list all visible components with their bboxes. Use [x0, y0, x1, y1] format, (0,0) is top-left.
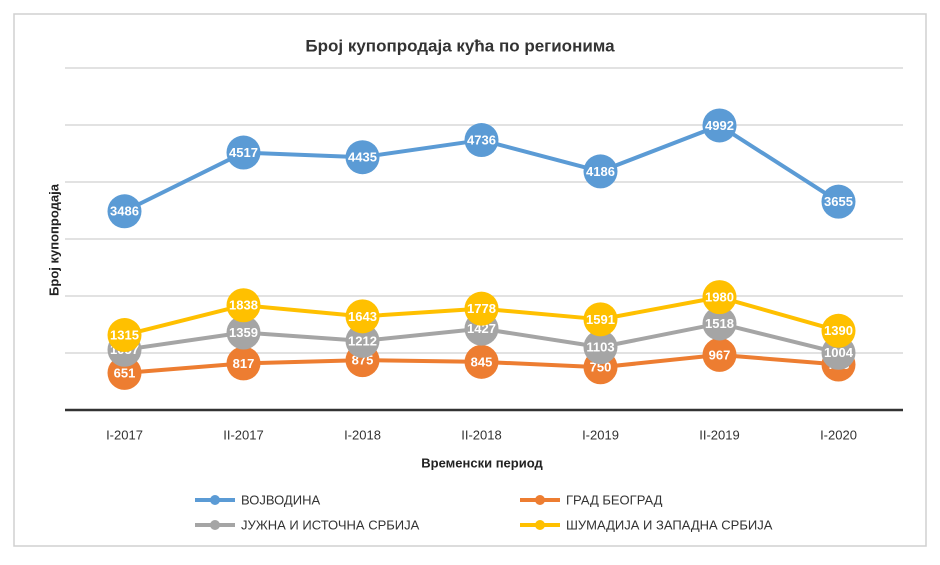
data-point	[226, 346, 261, 381]
x-tick-label: I-2017	[106, 427, 143, 442]
legend-label: ГРАД БЕОГРАД	[566, 492, 663, 507]
data-point	[464, 344, 499, 379]
data-label: 967	[709, 347, 731, 362]
x-tick-label: I-2020	[820, 427, 857, 442]
data-label: 1980	[705, 290, 734, 305]
data-label: 4736	[467, 132, 496, 147]
data-point	[821, 184, 856, 219]
data-label: 750	[590, 360, 612, 375]
data-label: 651	[114, 365, 136, 380]
data-point	[583, 302, 618, 337]
data-point	[345, 323, 380, 358]
data-point	[345, 299, 380, 334]
data-point	[702, 306, 737, 341]
data-point	[226, 288, 261, 323]
data-label: 1390	[824, 323, 853, 338]
data-label: 1518	[705, 316, 734, 331]
data-label: 1004	[824, 345, 854, 360]
legend-label: ЈУЖНА И ИСТОЧНА СРБИЈА	[241, 517, 420, 532]
x-tick-label: II-2018	[461, 427, 501, 442]
data-label: 4186	[586, 164, 615, 179]
data-point	[702, 280, 737, 315]
data-label: 1643	[348, 309, 377, 324]
data-label: 3486	[110, 204, 139, 219]
data-label: 1427	[467, 321, 496, 336]
data-point	[107, 194, 142, 229]
data-point	[345, 140, 380, 175]
data-point	[583, 330, 618, 365]
data-label: 1212	[348, 333, 377, 348]
legend-swatch-dot	[210, 520, 220, 530]
data-label: 845	[471, 354, 493, 369]
legend-swatch-dot	[535, 520, 545, 530]
data-point	[702, 337, 737, 372]
legend-label: ВОЈВОДИНА	[241, 492, 320, 507]
x-tick-label: II-2017	[223, 427, 263, 442]
y-axis-title: Број купопродаја	[46, 183, 61, 296]
chart-title: Број купопродаја кућа по регионима	[305, 36, 615, 55]
data-label: 4992	[705, 118, 734, 133]
data-label: 1838	[229, 298, 258, 313]
legend-swatch-dot	[535, 495, 545, 505]
data-point	[702, 108, 737, 143]
data-point	[583, 154, 618, 189]
data-label: 1359	[229, 325, 258, 340]
data-point	[464, 123, 499, 158]
data-label: 817	[233, 356, 255, 371]
data-label: 1591	[586, 312, 615, 327]
data-point	[226, 135, 261, 170]
legend-label: ШУМАДИЈА И ЗАПАДНА СРБИЈА	[566, 517, 773, 532]
x-tick-label: I-2018	[344, 427, 381, 442]
data-point	[821, 313, 856, 348]
data-label: 1315	[110, 327, 139, 342]
data-point	[464, 291, 499, 326]
data-label: 4435	[348, 150, 377, 165]
data-label: 4517	[229, 145, 258, 160]
legend-swatch-dot	[210, 495, 220, 505]
data-label: 3655	[824, 194, 853, 209]
data-point	[107, 318, 142, 353]
x-axis-title: Временски период	[421, 455, 543, 470]
data-label: 1778	[467, 301, 496, 316]
chart-frame	[13, 13, 927, 547]
x-tick-label: II-2019	[699, 427, 739, 442]
x-tick-label: I-2019	[582, 427, 619, 442]
data-point	[226, 315, 261, 350]
data-label: 1103	[586, 340, 614, 355]
